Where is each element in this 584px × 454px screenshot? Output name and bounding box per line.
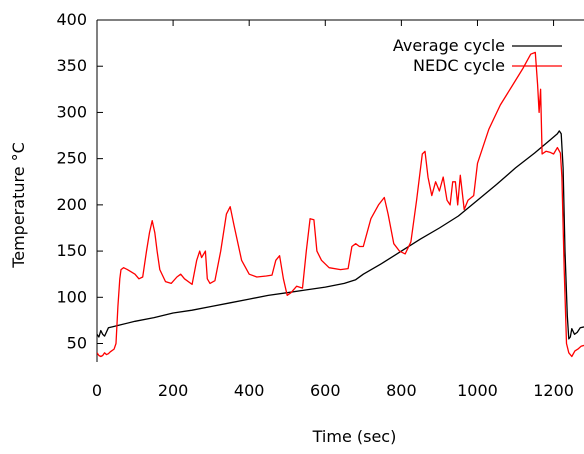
- y-tick-label-1: 100: [56, 287, 87, 306]
- y-tick-label-3: 200: [56, 195, 87, 214]
- legend-label-nedc-cycle: NEDC cycle: [413, 56, 505, 75]
- x-tick-label-5: 1000: [457, 381, 498, 400]
- x-tick-label-4: 800: [386, 381, 417, 400]
- y-tick-label-6: 350: [56, 56, 87, 75]
- x-axis-label: Time (sec): [312, 427, 397, 446]
- y-tick-label-7: 400: [56, 10, 87, 29]
- x-tick-label-6: 1200: [533, 381, 574, 400]
- series-line-nedc-cycle: [97, 51, 584, 358]
- series-line-average-cycle: [97, 130, 584, 340]
- y-axis-label: Temperature °C: [9, 142, 28, 269]
- y-tick-label-2: 150: [56, 241, 87, 260]
- x-tick-label-0: 0: [92, 381, 102, 400]
- y-tick-label-4: 250: [56, 149, 87, 168]
- y-tick-label-0: 50: [67, 334, 87, 353]
- x-tick-label-1: 200: [158, 381, 189, 400]
- x-tick-label-2: 400: [234, 381, 265, 400]
- legend-label-average-cycle: Average cycle: [393, 36, 505, 55]
- y-tick-label-5: 300: [56, 102, 87, 121]
- x-tick-label-3: 600: [310, 381, 341, 400]
